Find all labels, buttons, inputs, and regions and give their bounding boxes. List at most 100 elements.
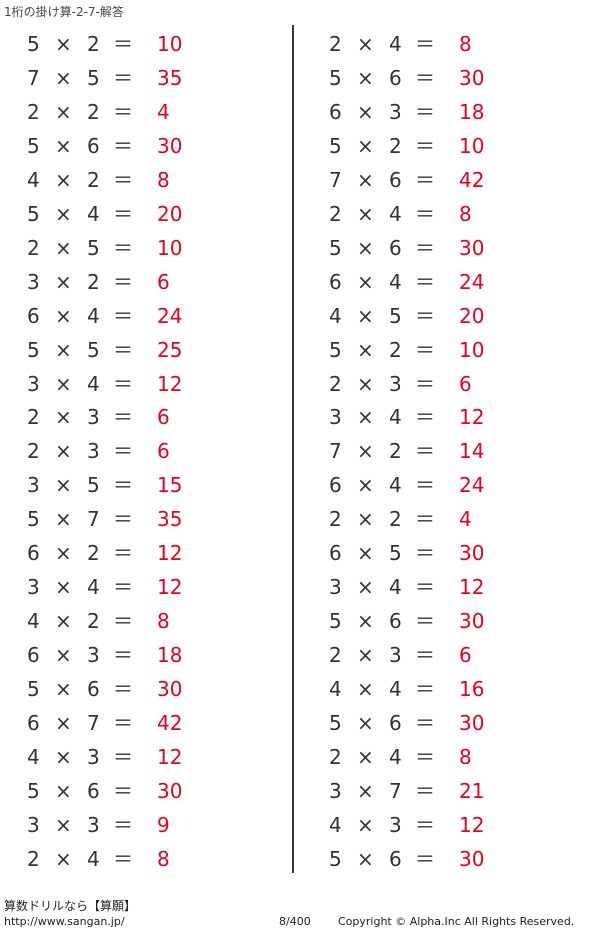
times-sign: × [357,235,374,260]
operand-a: 5 [329,337,342,362]
equals-sign: ＝ [415,303,435,328]
equals-sign: ＝ [113,541,133,566]
equals-sign: ＝ [113,303,133,328]
operand-a: 3 [27,269,40,294]
times-sign: × [357,371,374,396]
times-sign: × [357,643,374,668]
equals-sign: ＝ [415,371,435,396]
operand-a: 6 [27,643,40,668]
equals-sign: ＝ [113,778,133,803]
answer: 30 [157,778,183,803]
equals-sign: ＝ [415,778,435,803]
equals-sign: ＝ [113,201,133,226]
operand-b: 7 [87,711,100,735]
answer: 12 [459,575,485,600]
times-sign: × [357,99,374,124]
times-sign: × [55,167,72,192]
times-sign: × [55,32,72,56]
operand-b: 6 [87,133,100,158]
equals-sign: ＝ [113,711,133,735]
answer: 6 [157,269,170,294]
times-sign: × [55,677,72,702]
answer: 18 [157,643,183,668]
operand-b: 4 [389,201,402,226]
operand-b: 6 [389,846,402,871]
answer: 10 [459,337,485,362]
equals-sign: ＝ [415,507,435,532]
answer: 30 [459,609,485,634]
answer: 6 [157,439,170,464]
times-sign: × [55,473,72,498]
operand-a: 2 [27,439,40,464]
operand-b: 3 [389,643,402,668]
times-sign: × [357,439,374,464]
footer-url[interactable]: http://www.sangan.jp/ [4,915,125,928]
operand-a: 3 [27,575,40,600]
operand-a: 2 [329,744,342,769]
operand-a: 5 [27,337,40,362]
operand-b: 3 [87,643,100,668]
times-sign: × [357,711,374,735]
equals-sign: ＝ [113,32,133,56]
operand-a: 3 [27,812,40,837]
times-sign: × [55,235,72,260]
operand-a: 6 [329,99,342,124]
operand-b: 3 [87,439,100,464]
operand-a: 5 [27,677,40,702]
times-sign: × [55,643,72,668]
equals-sign: ＝ [415,32,435,56]
operand-a: 6 [27,541,40,566]
answer: 30 [459,65,485,90]
page-number: 8/400 [279,915,311,928]
equals-sign: ＝ [113,133,133,158]
equals-sign: ＝ [415,167,435,192]
equals-sign: ＝ [113,167,133,192]
operand-b: 2 [87,609,100,634]
operand-a: 4 [329,812,342,837]
operand-b: 2 [87,32,100,56]
times-sign: × [357,846,374,871]
operand-a: 2 [27,846,40,871]
copyright: Copyright © Alpha.Inc All Rights Reserve… [338,915,575,928]
equals-sign: ＝ [415,65,435,90]
equals-sign: ＝ [415,744,435,769]
operand-a: 3 [27,371,40,396]
answer: 24 [459,269,485,294]
times-sign: × [55,541,72,566]
operand-a: 5 [329,65,342,90]
equals-sign: ＝ [113,609,133,634]
operand-a: 3 [329,405,342,430]
operand-b: 5 [389,303,402,328]
equals-sign: ＝ [113,99,133,124]
operand-b: 4 [389,677,402,702]
operand-a: 2 [27,235,40,260]
operand-b: 2 [87,269,100,294]
answer: 18 [459,99,485,124]
equals-sign: ＝ [113,846,133,871]
answer: 35 [157,65,183,90]
answer: 30 [459,235,485,260]
equals-sign: ＝ [113,371,133,396]
answer: 21 [459,778,485,803]
times-sign: × [357,744,374,769]
answer: 6 [459,371,472,396]
equals-sign: ＝ [113,812,133,837]
operand-a: 4 [329,303,342,328]
answer: 10 [157,32,183,56]
operand-b: 4 [87,303,100,328]
equals-sign: ＝ [113,269,133,294]
operand-a: 3 [329,778,342,803]
operand-a: 5 [329,133,342,158]
answer: 30 [459,711,485,735]
operand-b: 4 [389,575,402,600]
operand-a: 5 [27,507,40,532]
operand-a: 5 [27,201,40,226]
answer: 24 [459,473,485,498]
times-sign: × [357,32,374,56]
times-sign: × [55,337,72,362]
equals-sign: ＝ [113,235,133,260]
operand-b: 4 [389,473,402,498]
operand-b: 5 [87,473,100,498]
operand-a: 6 [27,303,40,328]
operand-b: 3 [389,371,402,396]
